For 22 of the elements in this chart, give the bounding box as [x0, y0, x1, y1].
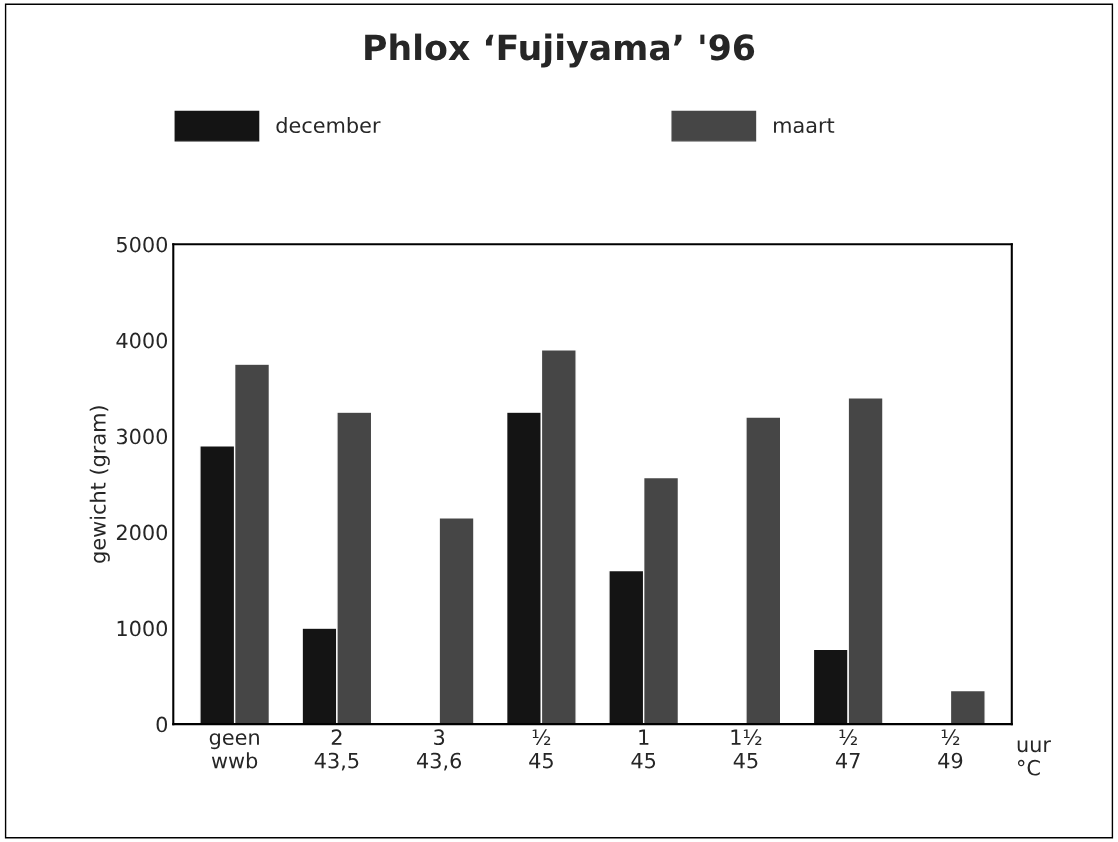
x-tick-label: 2 43,5 [314, 729, 359, 771]
y-axis-title: gewicht (gram) [89, 406, 110, 563]
x-tick-label: ½ 49 [938, 729, 963, 769]
bar [949, 689, 986, 725]
x-tick-label: ½ 47 [835, 729, 860, 769]
y-tick-label: 4000 [116, 332, 168, 349]
y-tick-label: 2000 [116, 524, 168, 541]
y-tick-label: 1000 [117, 620, 168, 637]
x-tick-label: 1 45 [631, 729, 656, 769]
legend-label: maart [774, 118, 835, 134]
y-tick-label: 3000 [117, 428, 168, 445]
x-tick-label: geen wwb [209, 733, 259, 769]
x-tick-label: 1½ 45 [731, 729, 762, 769]
y-tick-label: 0 [156, 716, 168, 733]
bar [438, 517, 475, 725]
bar [745, 416, 782, 725]
x-tick-label: ½ 45 [529, 729, 553, 769]
legend-label: december [276, 117, 381, 134]
x-tick-label: 3 43,6 [416, 729, 462, 771]
y-tick-label: 5000 [117, 236, 168, 253]
text: uur °C [1017, 740, 1051, 776]
chart-title: Phlox ‘Fujiyama’ '96 [365, 33, 755, 68]
